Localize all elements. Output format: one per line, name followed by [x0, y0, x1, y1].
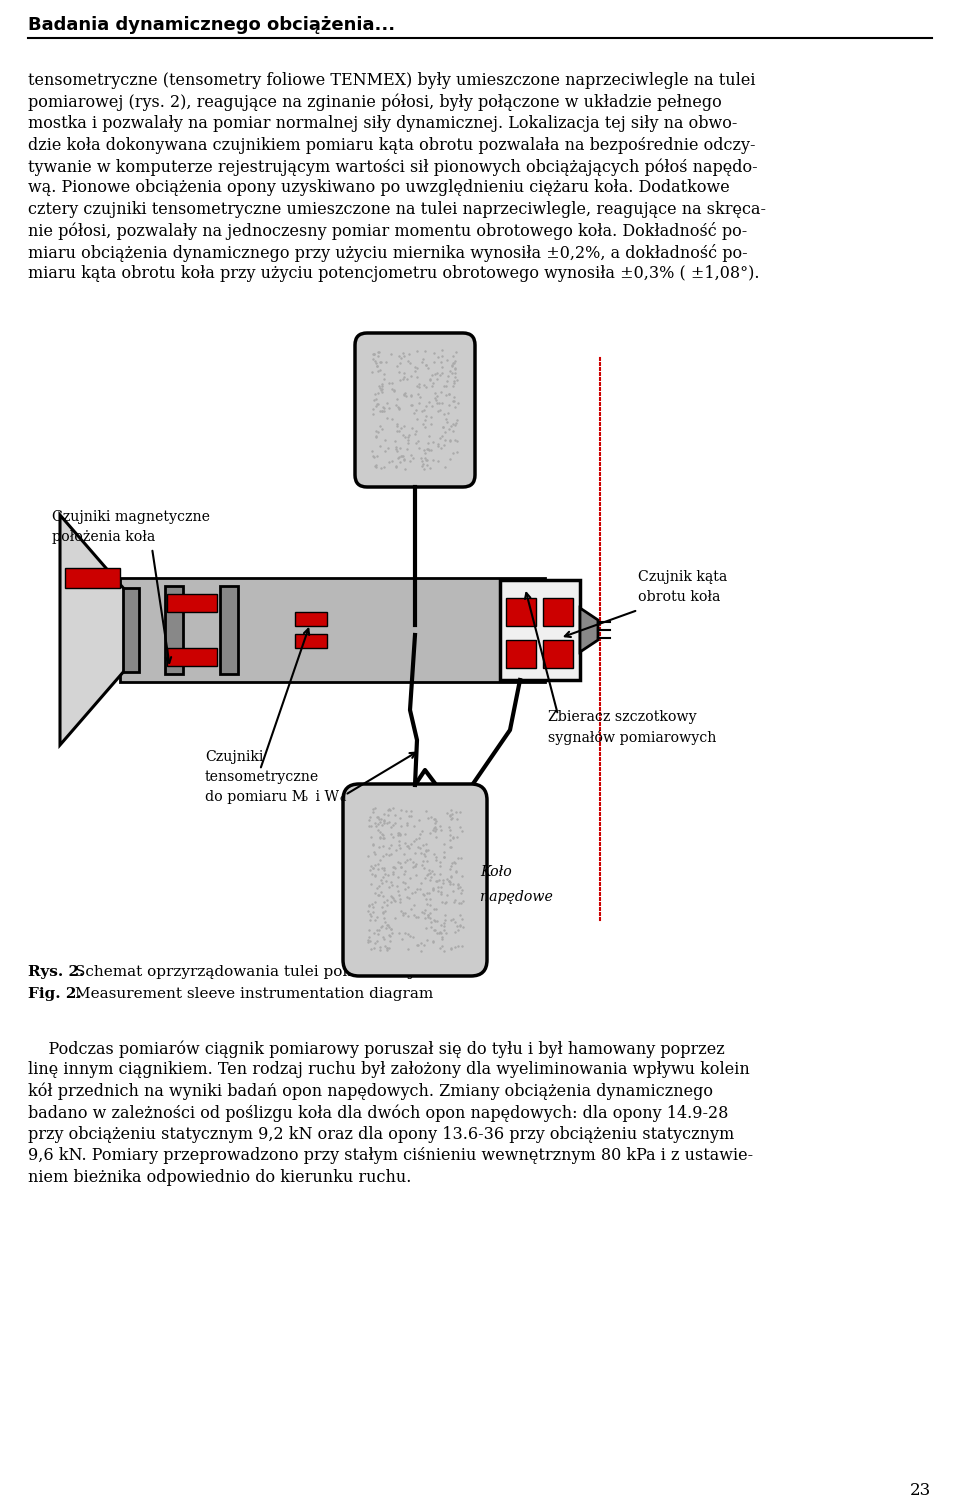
- Bar: [506, 599, 536, 626]
- Bar: [535, 584, 551, 675]
- Text: Fig. 2.: Fig. 2.: [28, 987, 82, 1002]
- Text: Czujnik kąta: Czujnik kąta: [638, 570, 728, 584]
- Text: badano w zależności od poślizgu koła dla dwóch opon napędowych: dla opony 14.9-2: badano w zależności od poślizgu koła dla…: [28, 1104, 729, 1122]
- FancyBboxPatch shape: [355, 332, 475, 487]
- FancyBboxPatch shape: [343, 784, 487, 976]
- Bar: [506, 641, 536, 668]
- Text: tywanie w komputerze rejestrującym wartości sił pionowych obciążających półoś na: tywanie w komputerze rejestrującym warto…: [28, 158, 757, 176]
- Text: położenia koła: położenia koła: [52, 529, 156, 544]
- Text: 23: 23: [909, 1481, 930, 1499]
- Text: przy obciążeniu statycznym 9,2 kN oraz dla opony 13.6-36 przy obciążeniu statycz: przy obciążeniu statycznym 9,2 kN oraz d…: [28, 1126, 734, 1143]
- Bar: [543, 599, 573, 626]
- Text: mostka i pozwalały na pomiar normalnej siły dynamicznej. Lokalizacja tej siły na: mostka i pozwalały na pomiar normalnej s…: [28, 114, 737, 132]
- Bar: [65, 569, 120, 588]
- Text: miaru obciążenia dynamicznego przy użyciu miernika wynosiła ±0,2%, a dokładność : miaru obciążenia dynamicznego przy użyci…: [28, 244, 748, 262]
- Text: sygnałów pomiarowych: sygnałów pomiarowych: [548, 729, 716, 744]
- Text: do pomiaru M: do pomiaru M: [205, 790, 306, 805]
- Bar: [220, 587, 238, 674]
- Text: Koło: Koło: [480, 865, 512, 878]
- Text: napędowe: napędowe: [480, 890, 553, 904]
- Text: cztery czujniki tensometryczne umieszczone na tulei naprzeciwlegle, reagujące na: cztery czujniki tensometryczne umieszczo…: [28, 202, 766, 218]
- Text: miaru kąta obrotu koła przy użyciu potencjometru obrotowego wynosiła ±0,3% ( ±1,: miaru kąta obrotu koła przy użyciu poten…: [28, 266, 759, 283]
- Bar: [500, 581, 580, 680]
- Text: Schemat oprzyrządowania tulei pomiarowej: Schemat oprzyrządowania tulei pomiarowej: [75, 966, 414, 979]
- Text: tensometryczne (tensometry foliowe TENMEX) były umieszczone naprzeciwlegle na tu: tensometryczne (tensometry foliowe TENME…: [28, 72, 756, 89]
- Text: kół przednich na wyniki badań opon napędowych. Zmiany obciążenia dynamicznego: kół przednich na wyniki badań opon napęd…: [28, 1083, 713, 1101]
- Text: Measurement sleeve instrumentation diagram: Measurement sleeve instrumentation diagr…: [75, 987, 433, 1002]
- Text: d: d: [339, 794, 346, 803]
- Bar: [167, 594, 217, 612]
- Bar: [120, 578, 545, 681]
- Text: linę innym ciągnikiem. Ten rodzaj ruchu był założony dla wyeliminowania wpływu k: linę innym ciągnikiem. Ten rodzaj ruchu …: [28, 1062, 750, 1078]
- Text: Rys. 2.: Rys. 2.: [28, 966, 84, 979]
- Bar: [295, 612, 327, 626]
- Text: Czujniki: Czujniki: [205, 750, 263, 764]
- Text: obrotu koła: obrotu koła: [638, 590, 720, 605]
- Text: Badania dynamicznego obciążenia...: Badania dynamicznego obciążenia...: [28, 17, 396, 35]
- Bar: [165, 587, 183, 674]
- Bar: [295, 635, 327, 648]
- Polygon shape: [580, 608, 598, 653]
- Text: pomiarowej (rys. 2), reagujące na zginanie półosi, były połączone w układzie peł: pomiarowej (rys. 2), reagujące na zginan…: [28, 93, 722, 111]
- Text: 9,6 kN. Pomiary przeprowadzono przy stałym ciśnieniu wewnętrznym 80 kPa i z usta: 9,6 kN. Pomiary przeprowadzono przy stał…: [28, 1148, 754, 1164]
- Text: Zbieracz szczotkowy: Zbieracz szczotkowy: [548, 710, 697, 723]
- Text: dzie koła dokonywana czujnikiem pomiaru kąta obrotu pozwalała na bezpośrednie od: dzie koła dokonywana czujnikiem pomiaru …: [28, 137, 756, 153]
- Text: wą. Pionowe obciążenia opony uzyskiwano po uwzględnieniu ciężaru koła. Dodatkowe: wą. Pionowe obciążenia opony uzyskiwano …: [28, 179, 730, 197]
- Bar: [123, 588, 139, 672]
- Text: Czujniki magnetyczne: Czujniki magnetyczne: [52, 510, 210, 523]
- Text: Podczas pomiarów ciągnik pomiarowy poruszał się do tyłu i był hamowany poprzez: Podczas pomiarów ciągnik pomiarowy porus…: [28, 1039, 725, 1057]
- Polygon shape: [60, 514, 125, 744]
- Text: o: o: [302, 794, 308, 803]
- Text: niem bieżnika odpowiednio do kierunku ruchu.: niem bieżnika odpowiednio do kierunku ru…: [28, 1169, 412, 1187]
- Bar: [543, 641, 573, 668]
- Text: nie półosi, pozwalały na jednoczesny pomiar momentu obrotowego koła. Dokładność : nie półosi, pozwalały na jednoczesny pom…: [28, 223, 747, 241]
- Text: tensometryczne: tensometryczne: [205, 770, 320, 784]
- Bar: [167, 648, 217, 666]
- Text: i W: i W: [311, 790, 339, 805]
